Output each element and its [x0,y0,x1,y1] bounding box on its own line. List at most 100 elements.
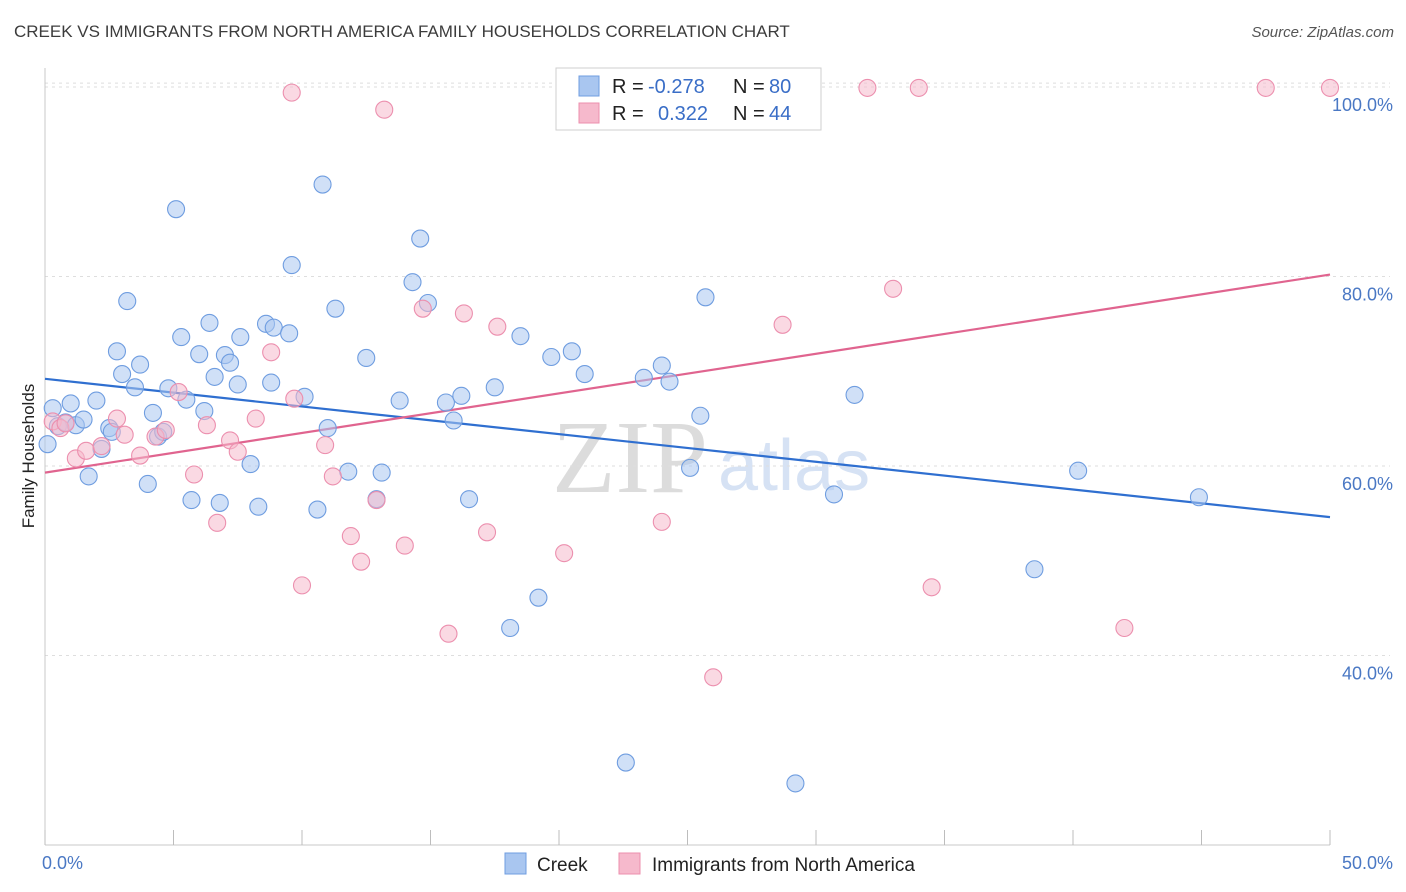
x-ticks [44,830,1331,845]
point-immigrants-29 [413,299,432,318]
point-creek-8 [87,391,106,410]
trend-lines [44,273,1331,519]
point-creek-69 [660,372,679,391]
point-creek-70 [681,458,700,477]
point-immigrants-8 [131,446,150,465]
point-creek-22 [167,200,186,219]
point-creek-4 [61,394,80,413]
point-immigrants-18 [262,343,281,362]
point-immigrants-24 [341,527,360,546]
point-immigrants-20 [285,389,304,408]
point-immigrants-30 [439,624,458,643]
point-creek-40 [280,324,299,343]
point-creek-26 [190,345,209,364]
point-immigrants-33 [488,317,507,336]
chart-title: CREEK VS IMMIGRANTS FROM NORTH AMERICA F… [14,22,790,41]
series-legend-swatch-immigrants [618,852,641,875]
point-creek-66 [616,753,635,772]
stats-legend-swatch-immigrants [578,102,600,124]
point-creek-30 [210,493,229,512]
series-legend: Creek Immigrants from North America [504,852,915,876]
x-tick-label-max: 50.0% [1342,853,1393,873]
stats-legend: R = -0.278 N = 80 R = 0.322 N = 44 [555,67,822,131]
point-creek-28 [200,313,219,332]
point-immigrants-17 [246,409,265,428]
point-immigrants-25 [352,552,371,571]
point-immigrants-35 [652,512,671,531]
stats-legend-n-value-immigrants: 44 [769,103,791,125]
point-creek-71 [691,406,710,425]
y-axis-title: Family Households [19,384,38,529]
point-creek-12 [107,342,127,361]
point-immigrants-42 [1115,618,1134,638]
point-immigrants-23 [323,467,342,486]
point-creek-78 [1189,488,1208,507]
point-creek-72 [696,288,715,307]
point-creek-6 [74,410,93,429]
point-immigrants-44 [1320,78,1340,97]
point-immigrants-6 [107,409,127,428]
point-creek-46 [326,299,345,318]
scatter-points [38,78,1340,793]
point-creek-33 [228,375,247,394]
point-creek-15 [125,378,144,397]
point-creek-16 [131,355,150,374]
point-creek-61 [511,327,530,346]
point-immigrants-37 [773,315,792,334]
point-creek-65 [575,365,594,384]
stats-legend-n-label-immigrants: N = [733,103,765,125]
point-immigrants-10 [156,420,175,440]
stats-legend-n-label-creek: N = [733,76,765,98]
point-immigrants-7 [115,425,134,444]
point-immigrants-2 [56,414,75,433]
point-creek-45 [318,419,337,438]
point-creek-62 [529,588,548,607]
point-creek-38 [262,373,281,392]
series-legend-swatch-creek [504,852,527,875]
stats-legend-n-value-creek: 80 [769,76,791,98]
trend-line-creek [44,377,1331,519]
watermark-zip: ZIP [552,400,708,515]
y-tick-label-60: 60.0% [1342,474,1393,494]
point-creek-60 [501,618,520,638]
y-tick-label-40: 40.0% [1342,663,1393,683]
series-legend-label-creek: Creek [537,855,588,876]
point-immigrants-11 [169,383,188,402]
point-creek-14 [118,292,137,311]
point-immigrants-26 [367,491,386,510]
point-immigrants-5 [92,437,111,456]
point-immigrants-28 [395,536,414,555]
point-immigrants-36 [704,668,723,687]
point-creek-53 [411,229,430,248]
point-immigrants-12 [185,465,204,484]
point-immigrants-19 [282,83,301,102]
point-creek-48 [357,348,376,368]
point-creek-34 [231,328,250,347]
point-creek-47 [339,462,358,481]
point-creek-73 [786,774,805,793]
point-immigrants-38 [858,78,877,97]
point-immigrants-4 [77,441,96,460]
point-creek-52 [403,273,422,292]
y-tick-label-100: 100.0% [1332,95,1393,115]
point-immigrants-43 [1256,78,1275,97]
point-creek-32 [220,353,240,372]
point-creek-75 [845,385,864,404]
point-creek-18 [143,403,162,422]
point-creek-51 [390,391,409,410]
point-immigrants-14 [208,513,227,532]
point-creek-56 [444,411,463,430]
point-creek-44 [313,175,332,194]
stats-legend-box [555,67,822,131]
point-immigrants-16 [228,442,247,461]
y-tick-label-80: 80.0% [1342,284,1393,304]
point-creek-35 [241,455,260,474]
point-immigrants-34 [555,544,574,563]
trend-line-immigrants [44,273,1331,474]
stats-legend-swatch-creek [578,75,600,97]
point-creek-68 [652,356,671,375]
point-creek-43 [308,500,327,519]
point-immigrants-40 [909,78,928,97]
point-immigrants-21 [292,576,312,595]
point-creek-76 [1025,560,1044,579]
